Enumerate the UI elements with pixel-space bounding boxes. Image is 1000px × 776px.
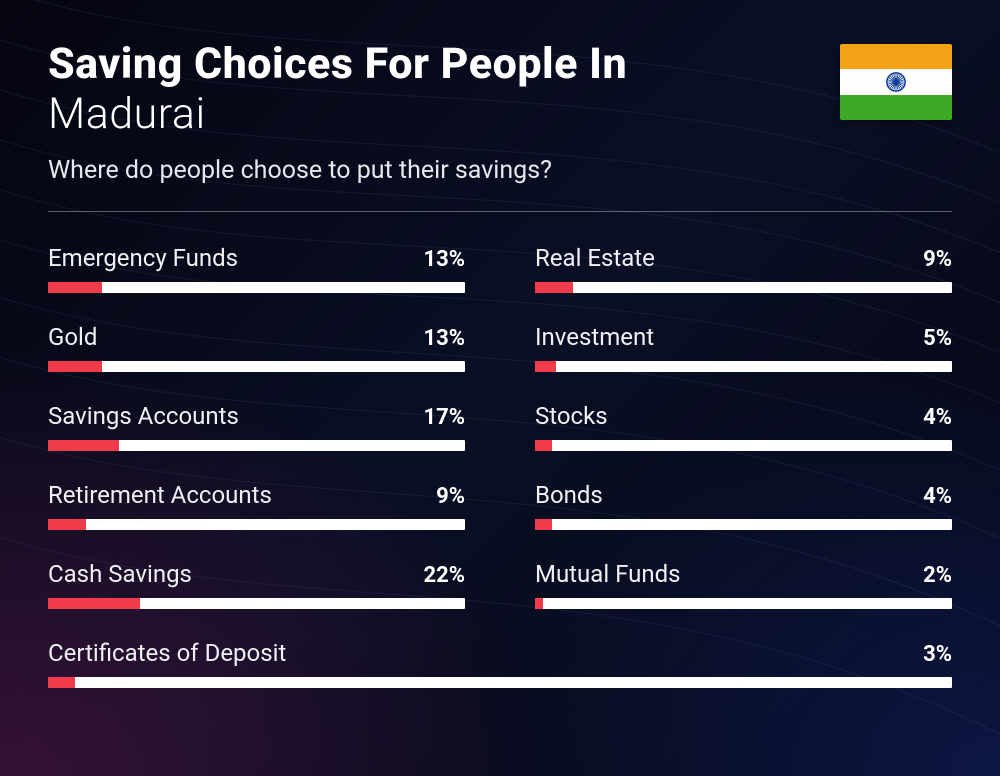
- bar-row: Bonds 4%: [535, 481, 952, 509]
- header-divider: [48, 211, 952, 212]
- bar-value: 22%: [423, 563, 465, 588]
- bar-row: Mutual Funds 2%: [535, 560, 952, 588]
- bar-item: Mutual Funds 2%: [535, 560, 952, 609]
- bar-row: Cash Savings 22%: [48, 560, 465, 588]
- bar-track: [48, 440, 465, 451]
- bar-item: Emergency Funds 13%: [48, 244, 465, 293]
- bar-fill: [535, 282, 573, 293]
- bar-track: [535, 282, 952, 293]
- bar-row: Gold 13%: [48, 323, 465, 351]
- bar-value: 4%: [923, 484, 952, 509]
- bar-fill: [535, 440, 552, 451]
- flag-green-stripe: [840, 95, 952, 120]
- ashoka-chakra-icon: [885, 71, 907, 93]
- bar-track: [535, 440, 952, 451]
- bar-label: Real Estate: [535, 244, 655, 272]
- bar-value: 17%: [423, 405, 465, 430]
- bar-label: Retirement Accounts: [48, 481, 272, 509]
- bar-fill: [535, 598, 543, 609]
- bar-fill: [48, 598, 140, 609]
- bar-item: Real Estate 9%: [535, 244, 952, 293]
- bar-row: Investment 5%: [535, 323, 952, 351]
- bar-fill: [48, 440, 119, 451]
- title-line-2: Madurai: [48, 90, 952, 138]
- bar-item: Stocks 4%: [535, 402, 952, 451]
- bar-value: 2%: [923, 563, 952, 588]
- header: Saving Choices For People In Madurai Whe…: [48, 40, 952, 185]
- bar-label: Savings Accounts: [48, 402, 239, 430]
- bar-value: 4%: [923, 405, 952, 430]
- content-container: Saving Choices For People In Madurai Whe…: [0, 0, 1000, 776]
- bar-track: [48, 519, 465, 530]
- bar-fill: [48, 677, 75, 688]
- india-flag-icon: [840, 44, 952, 120]
- bars-grid: Emergency Funds 13% Real Estate 9% Gold 13% In…: [48, 244, 952, 688]
- flag-saffron-stripe: [840, 44, 952, 69]
- bar-item: Gold 13%: [48, 323, 465, 372]
- bar-row: Certificates of Deposit 3%: [48, 639, 952, 667]
- bar-item: Bonds 4%: [535, 481, 952, 530]
- bar-row: Stocks 4%: [535, 402, 952, 430]
- bar-value: 9%: [436, 484, 465, 509]
- bar-item: Cash Savings 22%: [48, 560, 465, 609]
- bar-item: Investment 5%: [535, 323, 952, 372]
- bar-row: Retirement Accounts 9%: [48, 481, 465, 509]
- bar-value: 5%: [923, 326, 952, 351]
- bar-item: Certificates of Deposit 3%: [48, 639, 952, 688]
- bar-label: Investment: [535, 323, 654, 351]
- bar-fill: [48, 519, 86, 530]
- bar-value: 3%: [923, 642, 952, 667]
- bar-value: 9%: [923, 247, 952, 272]
- bar-row: Emergency Funds 13%: [48, 244, 465, 272]
- bar-label: Gold: [48, 323, 97, 351]
- bar-fill: [535, 361, 556, 372]
- bar-track: [48, 677, 952, 688]
- bar-label: Certificates of Deposit: [48, 639, 286, 667]
- bar-track: [48, 361, 465, 372]
- bar-value: 13%: [423, 326, 465, 351]
- bar-label: Stocks: [535, 402, 608, 430]
- bar-item: Retirement Accounts 9%: [48, 481, 465, 530]
- bar-fill: [48, 361, 102, 372]
- bar-fill: [535, 519, 552, 530]
- subtitle: Where do people choose to put their savi…: [48, 156, 952, 185]
- bar-item: Savings Accounts 17%: [48, 402, 465, 451]
- bar-value: 13%: [423, 247, 465, 272]
- bar-label: Mutual Funds: [535, 560, 681, 588]
- bar-fill: [48, 282, 102, 293]
- bar-label: Cash Savings: [48, 560, 192, 588]
- bar-track: [535, 598, 952, 609]
- title-line-1: Saving Choices For People In: [48, 40, 952, 88]
- bar-track: [535, 519, 952, 530]
- flag-white-stripe: [840, 69, 952, 94]
- bar-label: Bonds: [535, 481, 603, 509]
- bar-row: Savings Accounts 17%: [48, 402, 465, 430]
- bar-row: Real Estate 9%: [535, 244, 952, 272]
- bar-track: [48, 598, 465, 609]
- bar-track: [48, 282, 465, 293]
- bar-label: Emergency Funds: [48, 244, 238, 272]
- bar-track: [535, 361, 952, 372]
